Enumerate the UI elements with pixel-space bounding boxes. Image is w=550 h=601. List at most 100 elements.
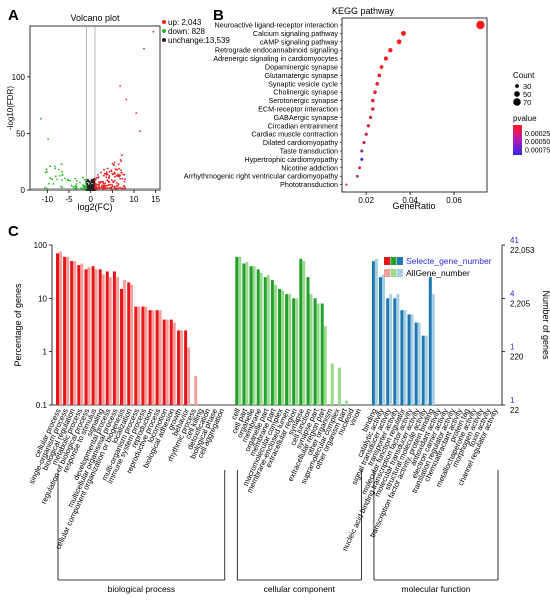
kegg-category-label: Arrhythmogenic right ventricular cardiom… — [184, 172, 339, 181]
go-bar-all — [302, 261, 306, 405]
kegg-size-legend-title: Count — [513, 71, 535, 80]
volcano-point-down — [75, 187, 78, 190]
pvalue-tick-label: 0.00025 — [525, 131, 550, 138]
go-bar-all — [172, 322, 176, 405]
volcano-point-up — [143, 47, 145, 50]
go-bar-all — [309, 294, 313, 405]
volcano-point-up — [111, 183, 113, 186]
volcano-point-down — [61, 173, 64, 176]
volcano-point-up — [111, 185, 114, 188]
pvalue-colorbar — [513, 125, 522, 155]
volcano-point-down — [79, 181, 81, 184]
kegg-title: KEGG pathway — [332, 6, 395, 16]
volcano-point-unchange — [89, 183, 92, 185]
go-ylabel: Percentage of genes — [13, 283, 23, 367]
go-bar-selected — [371, 261, 375, 405]
go-bar-selected — [299, 258, 303, 405]
kegg-point — [476, 20, 485, 30]
volcano-point-up — [116, 187, 119, 190]
go-bar-selected — [278, 288, 281, 405]
kegg-point — [401, 30, 406, 36]
go-bar-selected — [155, 310, 159, 405]
go-legend-label: Selecte_gene_number — [406, 256, 492, 266]
volcano-ytick-label: 50 — [16, 129, 25, 138]
go-bar-all — [431, 294, 435, 405]
volcano-point-down — [81, 187, 84, 190]
volcano-point-unchange — [90, 178, 93, 181]
volcano-point-down — [47, 138, 50, 141]
volcano-point-up — [103, 184, 106, 187]
go-bar-selected — [313, 298, 317, 405]
go-bar-selected — [105, 271, 109, 405]
go-bar-all — [59, 251, 62, 405]
kegg-size-legend-label: 30 — [523, 82, 531, 91]
kegg-category-label: Hypertrophic cardiomyopathy — [245, 155, 339, 164]
go-bar-all — [194, 376, 198, 405]
go-bar-selected — [91, 266, 95, 405]
kegg-category-label: Serotonergic synapse — [268, 96, 338, 105]
go-bar-all — [73, 261, 77, 405]
go-bar-all — [259, 272, 263, 405]
go-right-tick-selected: 1 — [510, 396, 515, 405]
go-bar-selected — [98, 269, 102, 405]
volcano-point-up — [113, 185, 116, 188]
go-bar-all — [396, 294, 400, 405]
kegg-category-label: Retrograde endocannabinoid signaling — [215, 46, 338, 55]
volcano-point-down — [60, 163, 63, 166]
go-bar-chart: Percentage of genes Number of genes 0.1 1… — [13, 236, 550, 594]
go-bar-all — [238, 256, 242, 405]
volcano-point-up — [124, 178, 126, 181]
go-bar-selected — [256, 269, 260, 405]
go-bar-all — [123, 280, 126, 405]
volcano-point-unchange — [88, 180, 91, 183]
volcano-point-up — [105, 172, 108, 175]
volcano-point-up — [95, 177, 98, 179]
volcano-point-down — [56, 178, 58, 181]
volcano-xtick-label: 0 — [88, 195, 93, 204]
go-bar-selected — [263, 277, 267, 405]
volcano-point-unchange — [86, 179, 89, 182]
volcano-point-down — [45, 168, 48, 171]
go-legend-label: AllGene_number — [406, 268, 470, 278]
volcano-point-up — [121, 154, 123, 157]
go-bar-selected — [306, 277, 310, 405]
volcano-point-down — [76, 183, 78, 185]
volcano-xtick-label: 15 — [151, 195, 160, 204]
volcano-legend-label: unchange:13,539 — [168, 36, 230, 45]
go-bar-all — [115, 277, 119, 405]
kegg-xtick-label: 0.04 — [402, 196, 418, 205]
kegg-size-legend-dot — [515, 84, 519, 88]
volcano-point-up — [105, 184, 108, 187]
volcano-point-up — [105, 173, 108, 176]
go-bar-selected — [393, 298, 397, 405]
go-bar-all — [382, 274, 385, 405]
volcano-point-down — [51, 178, 54, 181]
go-right-tick-selected: 4 — [510, 289, 515, 298]
go-bar-all — [323, 326, 327, 405]
go-bar-selected — [169, 319, 173, 405]
volcano-point-up — [107, 184, 109, 187]
go-bar-all — [424, 335, 428, 405]
volcano-point-up — [114, 172, 116, 175]
go-bar-selected — [249, 266, 253, 405]
kegg-point — [368, 115, 373, 120]
kegg-xtick-label: 0.06 — [446, 196, 462, 205]
volcano-point-unchange — [87, 186, 89, 188]
go-bar-selected — [148, 310, 152, 405]
volcano-point-down — [39, 117, 42, 120]
volcano-point-unchange — [92, 188, 94, 191]
kegg-point — [373, 90, 377, 94]
volcano-point-down — [75, 179, 78, 182]
go-bar-all — [137, 306, 141, 405]
volcano-legend-swatch — [162, 38, 166, 42]
kegg-point — [379, 65, 384, 69]
volcano-point-up — [116, 182, 118, 184]
go-bar-all — [144, 306, 148, 405]
volcano-point-up — [100, 185, 103, 188]
go-bar-selected — [242, 263, 246, 405]
go-bar-selected — [400, 310, 404, 405]
go-bar-selected — [407, 314, 411, 405]
go-right-tick-all: 22 — [510, 406, 519, 415]
volcano-point-up — [122, 173, 124, 176]
